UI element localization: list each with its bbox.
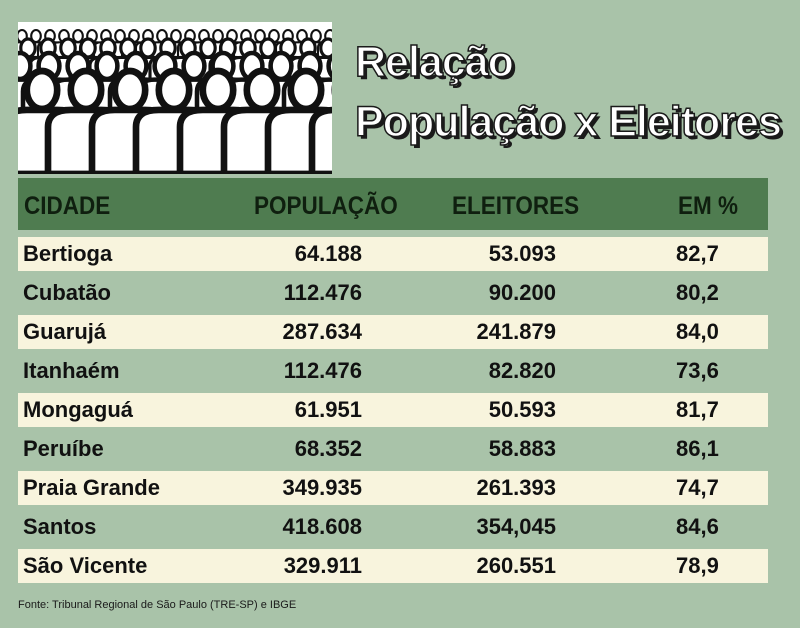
table-row: São Vicente 329.911 260.551 78,9 bbox=[18, 549, 768, 583]
cell-population: 418.608 bbox=[282, 514, 362, 539]
header-eleitores: ELEITORES bbox=[452, 192, 580, 220]
header-percent: EM % bbox=[678, 192, 739, 220]
table-row: Praia Grande 349.935 261.393 74,7 bbox=[18, 471, 768, 505]
cell-population: 287.634 bbox=[282, 319, 362, 344]
cell-percent: 84,0 bbox=[676, 319, 719, 344]
table-row: Cubatão 112.476 90.200 80,2 bbox=[18, 276, 768, 310]
cell-percent: 86,1 bbox=[676, 436, 719, 461]
cell-population: 349.935 bbox=[282, 475, 362, 500]
cell-percent: 78,9 bbox=[676, 553, 719, 578]
cell-city: Peruíbe bbox=[23, 436, 104, 461]
cell-city: Cubatão bbox=[23, 280, 111, 305]
cell-voters: 58.883 bbox=[488, 436, 556, 461]
cell-voters: 261.393 bbox=[476, 475, 556, 500]
cell-city: Guarujá bbox=[23, 319, 107, 344]
cell-percent: 73,6 bbox=[676, 358, 719, 383]
table-row: Itanhaém 112.476 82.820 73,6 bbox=[18, 354, 768, 388]
table-row: Mongaguá 61.951 50.593 81,7 bbox=[18, 393, 768, 427]
cell-population: 329.911 bbox=[283, 553, 362, 578]
cell-voters: 82.820 bbox=[488, 358, 556, 383]
table-header: CIDADE POPULAÇÃO ELEITORES EM % bbox=[18, 178, 768, 230]
cell-voters: 354,045 bbox=[476, 514, 556, 539]
cell-percent: 81,7 bbox=[676, 397, 719, 422]
source-note: Fonte: Tribunal Regional de São Paulo (T… bbox=[18, 599, 297, 611]
cell-percent: 82,7 bbox=[676, 241, 719, 266]
cell-population: 61.951 bbox=[294, 397, 362, 422]
cell-city: Praia Grande bbox=[23, 475, 160, 500]
cell-city: Itanhaém bbox=[23, 358, 120, 383]
header-cidade: CIDADE bbox=[24, 192, 111, 220]
cell-city: Bertioga bbox=[23, 241, 113, 266]
table-row: Santos 418.608 354,045 84,6 bbox=[18, 510, 768, 544]
title-line-1: Relação bbox=[354, 37, 514, 87]
cell-voters: 90.200 bbox=[488, 280, 556, 305]
cell-population: 112.476 bbox=[283, 358, 362, 383]
cell-percent: 84,6 bbox=[676, 514, 719, 539]
cell-voters: 241.879 bbox=[476, 319, 556, 344]
cell-population: 64.188 bbox=[294, 241, 362, 266]
cell-percent: 80,2 bbox=[676, 280, 719, 305]
table-row: Bertioga 64.188 53.093 82,7 bbox=[18, 237, 768, 271]
cell-voters: 260.551 bbox=[476, 553, 556, 578]
cell-city: Mongaguá bbox=[23, 397, 133, 422]
table-row: Peruíbe 68.352 58.883 86,1 bbox=[18, 432, 768, 466]
cell-city: São Vicente bbox=[23, 553, 148, 578]
table-row: Guarujá 287.634 241.879 84,0 bbox=[18, 315, 768, 349]
header-populacao: POPULAÇÃO bbox=[254, 192, 398, 220]
cell-voters: 50.593 bbox=[488, 397, 556, 422]
cell-city: Santos bbox=[23, 514, 97, 539]
cell-percent: 74,7 bbox=[676, 475, 719, 500]
title-line-2: População x Eleitores bbox=[354, 97, 782, 147]
cell-population: 68.352 bbox=[294, 436, 362, 461]
cell-population: 112.476 bbox=[283, 280, 362, 305]
cell-voters: 53.093 bbox=[488, 241, 556, 266]
crowd-icon bbox=[18, 22, 332, 174]
